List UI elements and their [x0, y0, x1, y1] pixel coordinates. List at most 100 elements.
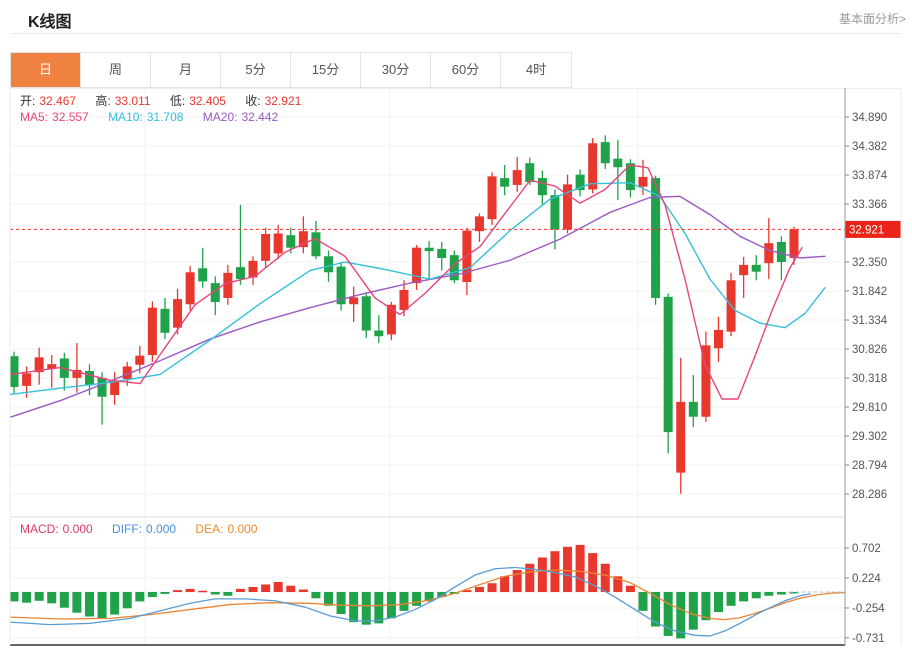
macd-bar [701, 592, 711, 621]
macd-bar [34, 592, 44, 601]
candle-body [625, 163, 635, 191]
macd-bar [235, 588, 245, 592]
candle-body [210, 283, 220, 302]
tab-60min[interactable]: 60分 [431, 53, 501, 87]
macd-bar [500, 576, 510, 592]
price-axis-label: 29.810 [852, 402, 887, 414]
macd-bar [726, 592, 736, 606]
candle-body [739, 264, 749, 276]
macd-bar [248, 586, 258, 592]
candle-body [261, 234, 271, 261]
ma20-label: MA20: [202, 110, 238, 124]
candle-body [550, 195, 560, 230]
candle-body [349, 297, 359, 305]
price-axis-label: 0.702 [852, 543, 881, 555]
price-axis-label: 28.286 [852, 489, 887, 501]
price-axis-label: 31.842 [852, 286, 887, 298]
macd-bar [764, 592, 774, 596]
candle-body [638, 176, 648, 187]
candle-body [198, 268, 208, 282]
macd-bar [122, 592, 132, 609]
macd-bar [512, 570, 522, 592]
candle-body [424, 247, 434, 252]
candle-body [701, 345, 711, 417]
candle-body [311, 232, 321, 257]
macd-bar [663, 592, 673, 636]
current-price-tag [845, 220, 902, 238]
macd-bar [789, 592, 799, 594]
macd-bar [349, 592, 359, 623]
tab-week[interactable]: 周 [81, 53, 151, 87]
macd-bar [399, 592, 409, 611]
ma10-value: 31.708 [146, 110, 184, 124]
candle-body [361, 296, 371, 331]
macd-bar [412, 592, 422, 606]
price-axis-label: 33.366 [852, 199, 887, 211]
macd-bar [173, 590, 183, 592]
header-divider [10, 33, 902, 34]
macd-bar [97, 592, 107, 619]
high-value: 33.011 [114, 94, 151, 108]
candle-body [235, 267, 245, 280]
macd-bar [751, 592, 761, 599]
ma10-label: MA10: [108, 110, 143, 124]
candle-body [135, 355, 145, 365]
price-axis-label: 31.334 [852, 315, 888, 327]
candle-body [273, 233, 283, 254]
candle-body [84, 371, 94, 386]
macd-bar [374, 592, 384, 624]
ma10-line [9, 181, 826, 396]
candle-body [512, 170, 522, 185]
kline-chart-svg[interactable]: 32.921 34.890 34.382 33.874 33.366 32.350 31.8… [0, 88, 912, 648]
macd-bar [311, 592, 321, 599]
current-price-tag-label: 32.921 [849, 224, 884, 236]
tab-4hour[interactable]: 4时 [501, 53, 571, 87]
macd-bar [147, 592, 157, 598]
candle-body [651, 178, 661, 298]
candle-body [298, 231, 308, 248]
macd-bar [613, 576, 623, 592]
candle-body [72, 369, 82, 378]
candle-body [500, 178, 510, 187]
price-axis-label: 30.318 [852, 373, 887, 385]
tab-15min[interactable]: 15分 [291, 53, 361, 87]
macd-bar [563, 546, 573, 592]
tab-30min[interactable]: 30分 [361, 53, 431, 87]
macd-label: MACD: [20, 522, 59, 536]
low-label: 低: [169, 94, 186, 108]
macd-bar [22, 592, 32, 603]
tab-day[interactable]: 日 [11, 53, 81, 87]
macd-bar [47, 592, 57, 604]
candle-body [34, 357, 44, 373]
candle-body [97, 377, 107, 397]
tab-5min[interactable]: 5分 [221, 53, 291, 87]
macd-bar [336, 592, 346, 614]
macd-bar [185, 588, 195, 592]
open-value: 32.467 [39, 94, 77, 108]
candle-body [22, 373, 32, 386]
price-axis-label: 32.350 [852, 257, 887, 269]
candle-body [286, 235, 296, 248]
candle-body [487, 176, 497, 220]
tab-month[interactable]: 月 [151, 53, 221, 87]
macd-bar [474, 586, 484, 592]
macd-bar [550, 551, 560, 592]
diff-value: 0.000 [146, 522, 177, 536]
candle-body [600, 142, 610, 164]
price-axis-label: 29.302 [852, 431, 887, 443]
macd-bar [84, 592, 94, 617]
ma-legend: MA5: 32.557 MA10: 31.708 MA20: 32.442 [20, 110, 282, 124]
candle-body [248, 260, 258, 278]
price-axis-label: 28.794 [852, 460, 888, 472]
candle-body [663, 296, 673, 433]
macd-bar [286, 585, 296, 592]
macd-bar [273, 581, 283, 592]
candle-body [613, 158, 623, 168]
ma5-line [9, 164, 803, 400]
dea-label: DEA: [195, 522, 224, 536]
price-axis-label: 33.874 [852, 170, 888, 182]
fundamental-analysis-link[interactable]: 基本面分析> [838, 12, 906, 26]
macd-bar [525, 563, 535, 592]
ma20-value: 32.442 [241, 110, 279, 124]
